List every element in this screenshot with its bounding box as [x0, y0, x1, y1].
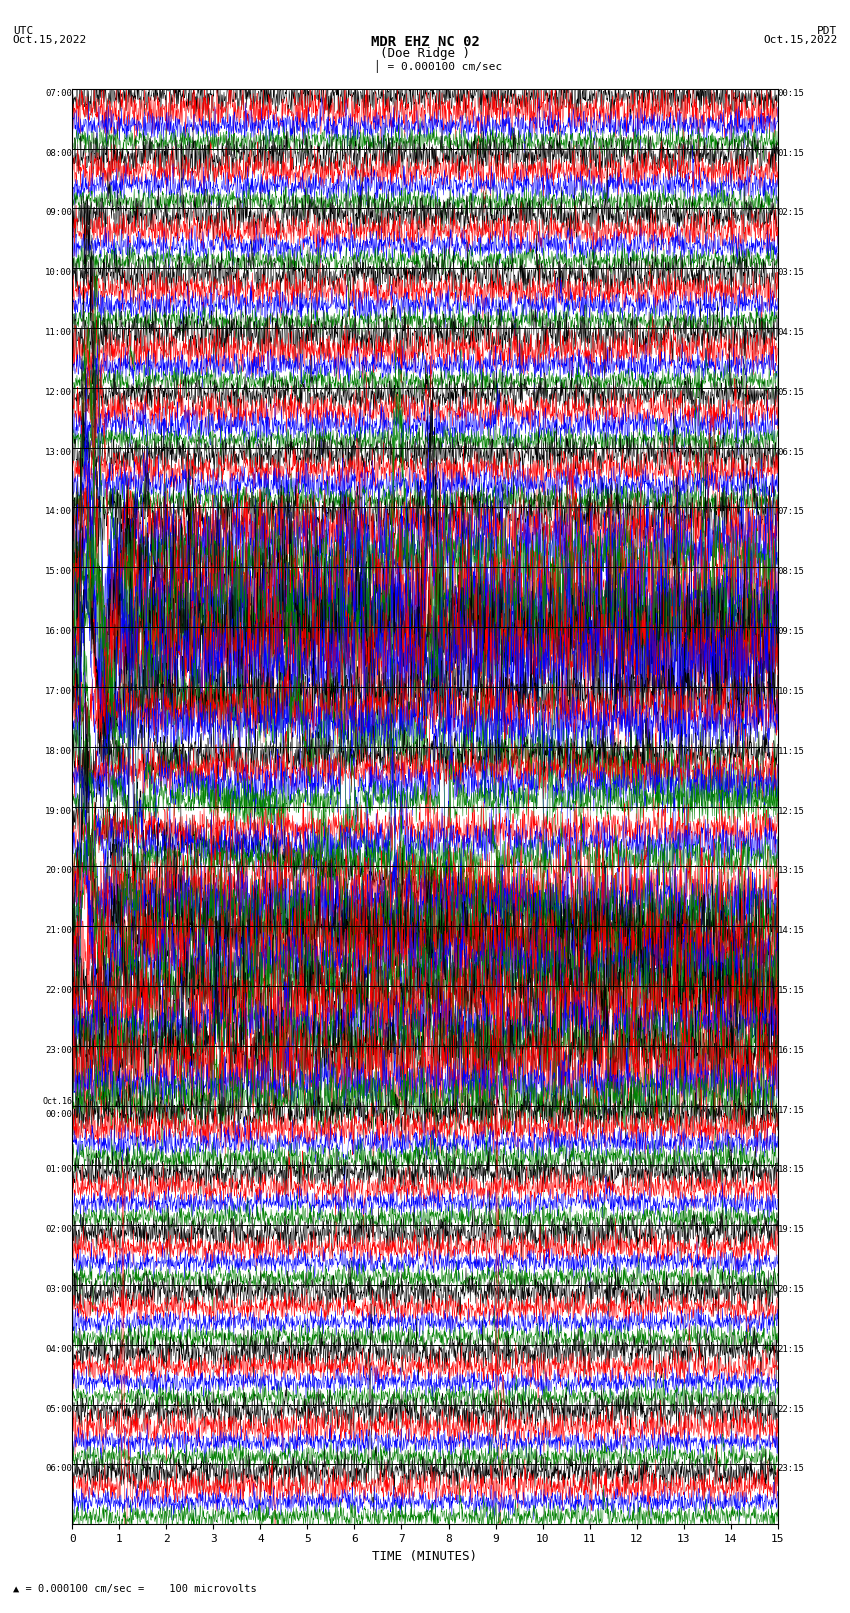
- Text: 10:15: 10:15: [778, 687, 805, 695]
- Text: 02:00: 02:00: [45, 1226, 72, 1234]
- Text: 00:15: 00:15: [778, 89, 805, 98]
- Text: 18:15: 18:15: [778, 1165, 805, 1174]
- Text: 09:15: 09:15: [778, 627, 805, 636]
- Text: Oct.15,2022: Oct.15,2022: [13, 35, 87, 45]
- Text: 17:00: 17:00: [45, 687, 72, 695]
- Text: 13:15: 13:15: [778, 866, 805, 876]
- Text: ▲ = 0.000100 cm/sec =    100 microvolts: ▲ = 0.000100 cm/sec = 100 microvolts: [13, 1584, 257, 1594]
- Text: │ = 0.000100 cm/sec: │ = 0.000100 cm/sec: [374, 60, 502, 73]
- Text: 08:15: 08:15: [778, 568, 805, 576]
- Text: 22:15: 22:15: [778, 1405, 805, 1413]
- Text: 20:00: 20:00: [45, 866, 72, 876]
- Text: 07:15: 07:15: [778, 508, 805, 516]
- Text: 01:15: 01:15: [778, 148, 805, 158]
- Text: 07:00: 07:00: [45, 89, 72, 98]
- Text: 11:00: 11:00: [45, 327, 72, 337]
- Text: 11:15: 11:15: [778, 747, 805, 755]
- Text: PDT: PDT: [817, 26, 837, 35]
- Text: MDR EHZ NC 02: MDR EHZ NC 02: [371, 35, 479, 50]
- Text: 01:00: 01:00: [45, 1165, 72, 1174]
- Text: Oct.16: Oct.16: [42, 1097, 72, 1105]
- Text: (Doe Ridge ): (Doe Ridge ): [380, 47, 470, 60]
- Text: Oct.15,2022: Oct.15,2022: [763, 35, 837, 45]
- Text: 06:15: 06:15: [778, 448, 805, 456]
- Text: 09:00: 09:00: [45, 208, 72, 218]
- Text: 21:00: 21:00: [45, 926, 72, 936]
- Text: 19:15: 19:15: [778, 1226, 805, 1234]
- Text: 05:15: 05:15: [778, 387, 805, 397]
- Text: 23:00: 23:00: [45, 1045, 72, 1055]
- Text: 10:00: 10:00: [45, 268, 72, 277]
- Text: 03:00: 03:00: [45, 1286, 72, 1294]
- Text: 19:00: 19:00: [45, 806, 72, 816]
- X-axis label: TIME (MINUTES): TIME (MINUTES): [372, 1550, 478, 1563]
- Text: 03:15: 03:15: [778, 268, 805, 277]
- Text: 15:00: 15:00: [45, 568, 72, 576]
- Text: 17:15: 17:15: [778, 1105, 805, 1115]
- Text: 23:15: 23:15: [778, 1465, 805, 1473]
- Text: 21:15: 21:15: [778, 1345, 805, 1353]
- Text: 15:15: 15:15: [778, 986, 805, 995]
- Text: 16:15: 16:15: [778, 1045, 805, 1055]
- Text: 05:00: 05:00: [45, 1405, 72, 1413]
- Text: 04:00: 04:00: [45, 1345, 72, 1353]
- Text: 20:15: 20:15: [778, 1286, 805, 1294]
- Text: 04:15: 04:15: [778, 327, 805, 337]
- Text: 06:00: 06:00: [45, 1465, 72, 1473]
- Text: 18:00: 18:00: [45, 747, 72, 755]
- Text: 12:15: 12:15: [778, 806, 805, 816]
- Text: 13:00: 13:00: [45, 448, 72, 456]
- Text: 22:00: 22:00: [45, 986, 72, 995]
- Text: 14:00: 14:00: [45, 508, 72, 516]
- Text: 16:00: 16:00: [45, 627, 72, 636]
- Text: 14:15: 14:15: [778, 926, 805, 936]
- Text: 12:00: 12:00: [45, 387, 72, 397]
- Text: 02:15: 02:15: [778, 208, 805, 218]
- Text: 08:00: 08:00: [45, 148, 72, 158]
- Text: 00:00: 00:00: [45, 1110, 72, 1119]
- Text: UTC: UTC: [13, 26, 33, 35]
